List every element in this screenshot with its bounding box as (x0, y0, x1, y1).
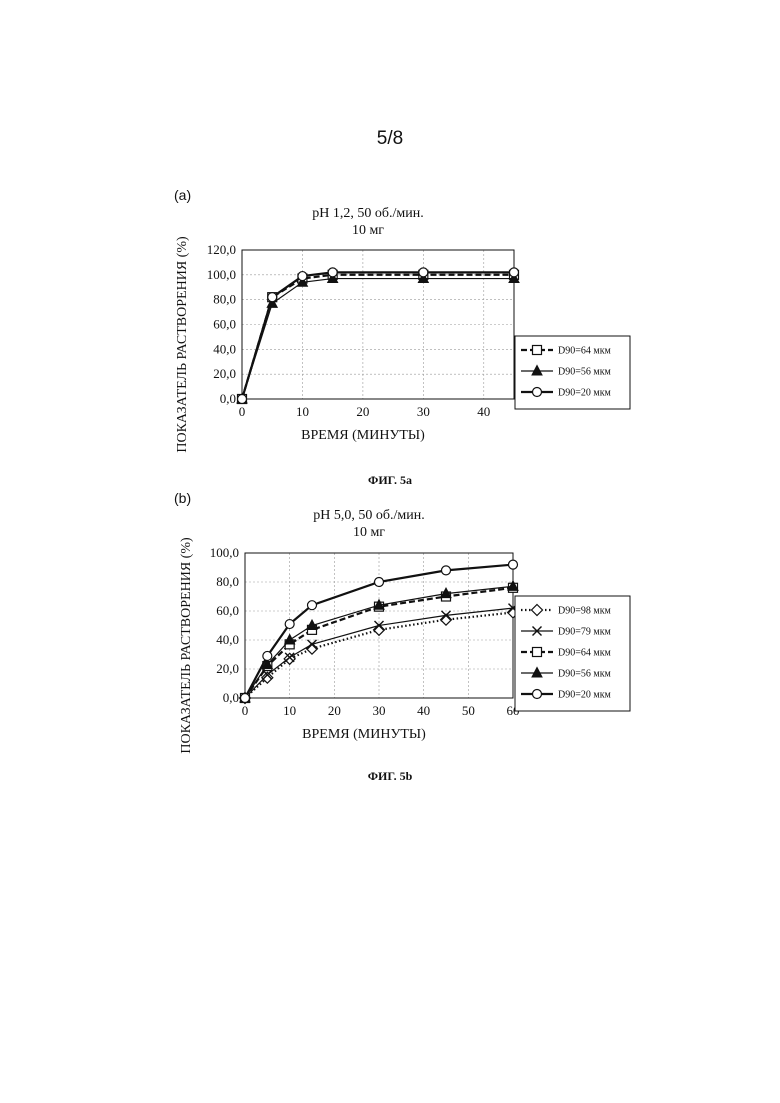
x-tick-label: 50 (462, 703, 475, 718)
y-tick-label: 60,0 (213, 317, 236, 332)
data-point (442, 566, 451, 575)
x-tick-label: 30 (417, 404, 430, 419)
x-tick-label: 0 (239, 404, 246, 419)
chart-subtitle: 10 мг (353, 525, 385, 540)
legend-marker (533, 346, 542, 355)
chart-title: pH 1,2, 50 об./мин. (312, 206, 423, 221)
x-tick-label: 30 (373, 703, 386, 718)
data-point (238, 395, 247, 404)
legend-marker (533, 648, 542, 657)
legend: D90=64 мкм D90=56 мкм D90=20 мкм (515, 336, 630, 409)
series-0 (238, 270, 519, 403)
y-tick-label: 80,0 (216, 574, 239, 589)
dissolution-chart-a: pH 1,2, 50 об./мин. 10 мг 0 10 20 30 40 0,0 20,0… (0, 195, 780, 460)
legend-label: D90=64 мкм (558, 346, 612, 357)
legend-label: D90=98 мкм (558, 606, 612, 617)
legend-label: D90=20 мкм (558, 690, 612, 701)
data-point (298, 272, 307, 281)
y-tick-label: 20,0 (216, 661, 239, 676)
series-line (242, 279, 514, 399)
y-tick-label: 80,0 (213, 292, 236, 307)
legend-label: D90=56 мкм (558, 367, 612, 378)
legend-label: D90=56 мкм (558, 669, 612, 680)
figure-caption-b: ФИГ. 5b (0, 769, 780, 784)
data-point (285, 620, 294, 629)
figure-caption-a: ФИГ. 5a (0, 473, 780, 488)
x-tick-label: 0 (242, 703, 249, 718)
y-tick-label: 0,0 (220, 391, 236, 406)
y-axis-title: ПОКАЗАТЕЛЬ РАСТВОРЕНИЯ (%) (179, 537, 194, 754)
x-tick-label: 10 (296, 404, 309, 419)
y-tick-label: 40,0 (216, 632, 239, 647)
data-point (263, 651, 272, 660)
legend-marker (533, 388, 542, 397)
legend-marker (533, 690, 542, 699)
chart-title: pH 5,0, 50 об./мин. (313, 508, 424, 523)
x-tick-label: 20 (328, 703, 341, 718)
y-tick-label: 120,0 (207, 242, 236, 257)
data-point (241, 694, 250, 703)
data-point (308, 601, 317, 610)
y-tick-label: 100,0 (210, 545, 239, 560)
series-2 (238, 268, 519, 404)
data-point (375, 578, 384, 587)
data-point (328, 268, 337, 277)
data-point (268, 293, 277, 302)
x-axis-title: ВРЕМЯ (МИНУТЫ) (302, 727, 426, 742)
y-axis-title: ПОКАЗАТЕЛЬ РАСТВОРЕНИЯ (%) (175, 236, 190, 453)
data-point (510, 268, 519, 277)
y-tick-label: 40,0 (213, 341, 236, 356)
y-tick-label: 100,0 (207, 267, 236, 282)
x-tick-label: 20 (356, 404, 369, 419)
dissolution-chart-b: pH 5,0, 50 об./мин.10 мг01020304050600,0… (0, 495, 780, 760)
data-point (285, 635, 295, 645)
legend-label: D90=20 мкм (558, 388, 612, 399)
x-tick-label: 40 (417, 703, 430, 718)
y-tick-label: 60,0 (216, 603, 239, 618)
legend-label: D90=64 мкм (558, 648, 612, 659)
page-number: 5/8 (0, 128, 780, 150)
legend-item: D90=64 мкм (521, 648, 612, 659)
data-point (509, 560, 518, 569)
chart-subtitle: 10 мг (352, 223, 384, 238)
series-line (242, 275, 514, 399)
y-tick-label: 20,0 (213, 366, 236, 381)
x-tick-label: 40 (477, 404, 490, 419)
x-axis-title: ВРЕМЯ (МИНУТЫ) (301, 428, 425, 443)
data-point (419, 268, 428, 277)
legend-item: D90=64 мкм (521, 346, 612, 357)
legend: D90=98 мкм D90=79 мкм D90=64 мкм D90=56 мкм… (515, 596, 630, 711)
y-tick-label: 0,0 (223, 690, 239, 705)
x-tick-label: 10 (283, 703, 296, 718)
legend-label: D90=79 мкм (558, 627, 612, 638)
